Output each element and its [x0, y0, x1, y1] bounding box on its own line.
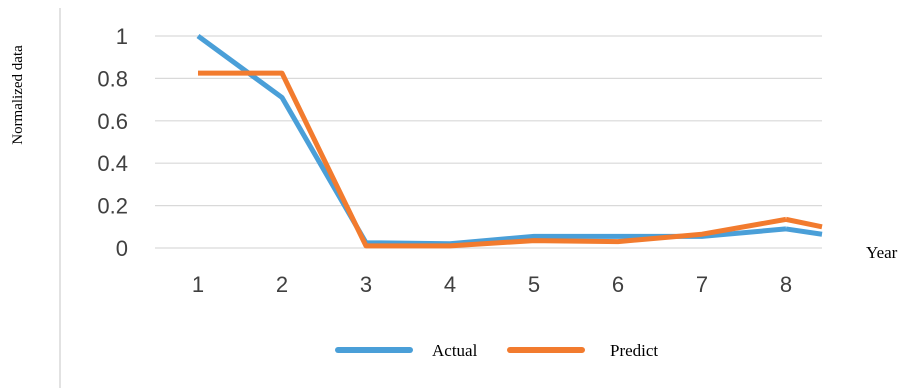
y-tick-label: 0 — [116, 236, 128, 261]
legend-label-predict: Predict — [610, 341, 658, 360]
gridlines — [155, 35, 822, 249]
series-line-predict — [198, 70, 787, 249]
series-lines — [196, 33, 823, 249]
x-tick-label: 7 — [696, 272, 708, 297]
y-tick-label: 0.4 — [97, 151, 128, 176]
y-tick-labels: 0 0.2 0.4 0.6 0.8 1 — [97, 24, 128, 261]
series-tail-predict — [785, 216, 823, 230]
x-tick-label: 4 — [444, 272, 456, 297]
x-tick-label: 5 — [528, 272, 540, 297]
y-tick-label: 0.6 — [97, 109, 128, 134]
y-tick-label: 1 — [116, 24, 128, 49]
y-tick-label: 0.8 — [97, 66, 128, 91]
x-tick-label: 6 — [612, 272, 624, 297]
x-tick-label: 8 — [780, 272, 792, 297]
x-tick-label: 2 — [276, 272, 288, 297]
legend-label-actual: Actual — [432, 341, 478, 360]
x-tick-labels: 1 2 3 4 5 6 7 8 — [192, 272, 792, 297]
x-tick-label: 1 — [192, 272, 204, 297]
series-tail-actual — [785, 226, 823, 237]
legend: Actual Predict — [335, 341, 658, 360]
y-axis-label: Normalized data — [10, 45, 26, 145]
x-axis-label: Year — [866, 243, 898, 262]
x-tick-label: 3 — [360, 272, 372, 297]
series-line-actual — [196, 33, 787, 247]
y-tick-label: 0.2 — [97, 194, 128, 219]
